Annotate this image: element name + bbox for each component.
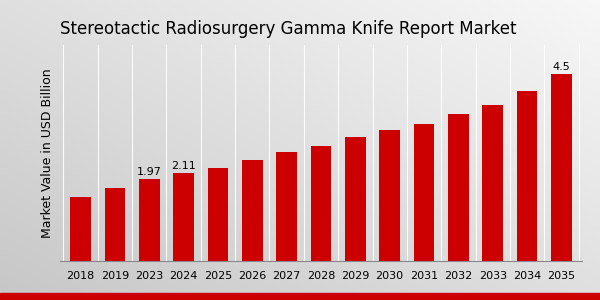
Bar [242,160,263,261]
Bar [70,196,91,261]
Bar [139,179,160,261]
Bar [104,188,125,261]
Y-axis label: Market Value in USD Billion: Market Value in USD Billion [41,68,55,238]
Bar [379,130,400,261]
Text: 1.97: 1.97 [137,167,162,177]
Text: Stereotactic Radiosurgery Gamma Knife Report Market: Stereotactic Radiosurgery Gamma Knife Re… [60,20,517,38]
Bar [277,152,297,261]
Text: 4.5: 4.5 [553,61,570,72]
Bar [414,124,434,261]
Bar [448,113,469,261]
Bar [173,173,194,261]
Bar [551,74,572,261]
Bar [517,91,538,261]
Bar [482,105,503,261]
Bar [208,167,228,261]
Bar [345,137,365,261]
Text: 2.11: 2.11 [171,161,196,171]
Bar [311,146,331,261]
